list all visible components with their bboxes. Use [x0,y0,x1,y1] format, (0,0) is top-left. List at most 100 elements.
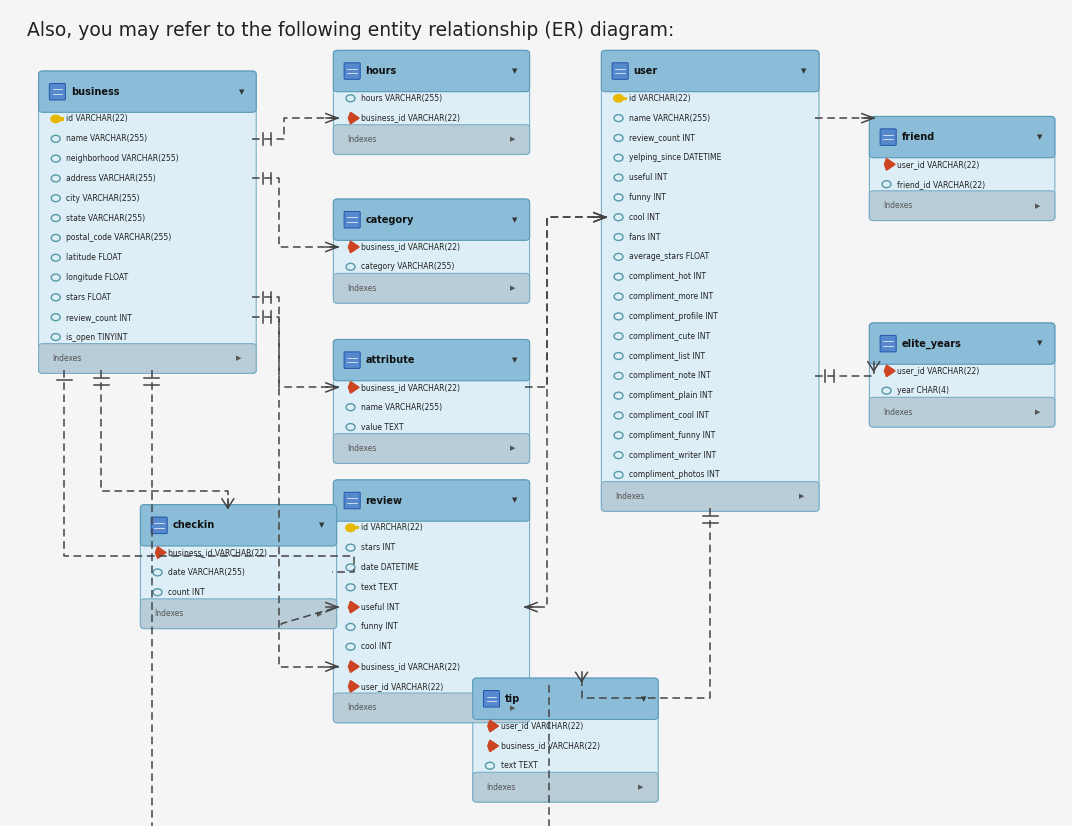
FancyBboxPatch shape [333,273,530,303]
Text: user_id VARCHAR(22): user_id VARCHAR(22) [501,722,583,730]
Text: ▶: ▶ [236,355,242,362]
Text: elite_years: elite_years [902,339,962,349]
Circle shape [345,525,356,532]
FancyBboxPatch shape [333,693,530,723]
Text: ▶: ▶ [509,705,516,711]
Text: compliment_funny INT: compliment_funny INT [629,431,715,439]
Text: ▶: ▶ [509,445,516,452]
Text: business_id VARCHAR(22): business_id VARCHAR(22) [361,114,460,122]
Circle shape [51,115,60,122]
FancyBboxPatch shape [140,599,337,629]
FancyBboxPatch shape [869,116,1055,221]
Text: average_stars FLOAT: average_stars FLOAT [629,253,710,261]
FancyBboxPatch shape [39,71,256,112]
FancyBboxPatch shape [869,116,1055,158]
Text: hours VARCHAR(255): hours VARCHAR(255) [361,94,443,102]
Text: ▶: ▶ [509,136,516,143]
Polygon shape [488,740,498,752]
Polygon shape [348,241,359,253]
Text: category VARCHAR(255): category VARCHAR(255) [361,263,455,271]
Text: latitude FLOAT: latitude FLOAT [66,254,122,262]
FancyBboxPatch shape [39,71,256,373]
Text: checkin: checkin [173,520,214,530]
FancyBboxPatch shape [344,352,360,368]
Text: ▼: ▼ [238,88,244,95]
Text: compliment_cool INT: compliment_cool INT [629,411,710,420]
Text: Indexes: Indexes [347,135,376,144]
Text: date DATETIME: date DATETIME [361,563,419,572]
Polygon shape [348,681,359,692]
Text: Indexes: Indexes [347,284,376,292]
Text: business_id VARCHAR(22): business_id VARCHAR(22) [361,662,460,671]
Text: ▼: ▼ [1037,340,1043,347]
Text: review: review [366,496,403,506]
FancyBboxPatch shape [39,344,256,373]
Text: ▶: ▶ [316,610,323,617]
Circle shape [613,94,623,102]
Polygon shape [884,159,895,170]
FancyBboxPatch shape [333,50,530,154]
Text: Indexes: Indexes [154,610,183,618]
Text: name VARCHAR(255): name VARCHAR(255) [361,403,443,411]
Text: ▶: ▶ [799,493,805,500]
FancyBboxPatch shape [473,678,658,802]
Text: address VARCHAR(255): address VARCHAR(255) [66,174,157,183]
FancyBboxPatch shape [601,50,819,92]
Text: is_open TINYINT: is_open TINYINT [66,333,128,341]
Text: Indexes: Indexes [347,704,376,712]
FancyBboxPatch shape [869,397,1055,427]
Text: funny INT: funny INT [361,623,398,631]
Text: compliment_writer INT: compliment_writer INT [629,451,716,459]
FancyBboxPatch shape [473,678,658,719]
Text: yelping_since DATETIME: yelping_since DATETIME [629,154,721,162]
Text: value TEXT: value TEXT [361,423,404,431]
Text: attribute: attribute [366,355,415,365]
Text: tip: tip [505,694,520,704]
Text: useful INT: useful INT [361,603,400,611]
Text: category: category [366,215,414,225]
Text: id VARCHAR(22): id VARCHAR(22) [361,524,422,532]
FancyBboxPatch shape [333,125,530,154]
FancyBboxPatch shape [880,129,896,145]
FancyBboxPatch shape [344,211,360,228]
Text: friend: friend [902,132,935,142]
Text: ▼: ▼ [1037,134,1043,140]
FancyBboxPatch shape [601,50,819,511]
Text: Also, you may refer to the following entity relationship (ER) diagram:: Also, you may refer to the following ent… [27,21,674,40]
FancyBboxPatch shape [333,199,530,240]
Polygon shape [488,720,498,732]
FancyBboxPatch shape [621,97,627,100]
Polygon shape [884,365,895,377]
FancyBboxPatch shape [880,335,896,352]
FancyBboxPatch shape [869,323,1055,364]
Text: stars FLOAT: stars FLOAT [66,293,111,301]
Text: ▼: ▼ [640,695,646,702]
Text: fans INT: fans INT [629,233,660,241]
Polygon shape [155,547,166,558]
Text: Indexes: Indexes [883,202,912,210]
Text: Indexes: Indexes [347,444,376,453]
FancyBboxPatch shape [333,199,530,303]
Text: business: business [71,87,119,97]
Text: id VARCHAR(22): id VARCHAR(22) [629,94,690,102]
Text: ▼: ▼ [318,522,325,529]
Text: compliment_list INT: compliment_list INT [629,352,705,360]
Text: ▼: ▼ [511,68,518,74]
Text: Indexes: Indexes [615,492,644,501]
Text: compliment_cute INT: compliment_cute INT [629,332,711,340]
Text: date VARCHAR(255): date VARCHAR(255) [168,568,245,577]
FancyBboxPatch shape [344,63,360,79]
Polygon shape [348,661,359,672]
Text: ▼: ▼ [511,357,518,363]
Text: year CHAR(4): year CHAR(4) [897,387,950,395]
Text: review_count INT: review_count INT [66,313,132,321]
Text: stars INT: stars INT [361,544,396,552]
Text: compliment_more INT: compliment_more INT [629,292,713,301]
Text: user_id VARCHAR(22): user_id VARCHAR(22) [361,682,444,691]
Polygon shape [348,382,359,393]
FancyBboxPatch shape [333,339,530,463]
Text: cool INT: cool INT [629,213,660,221]
Text: postal_code VARCHAR(255): postal_code VARCHAR(255) [66,234,172,242]
Text: id VARCHAR(22): id VARCHAR(22) [66,115,128,123]
Text: ▼: ▼ [801,68,807,74]
